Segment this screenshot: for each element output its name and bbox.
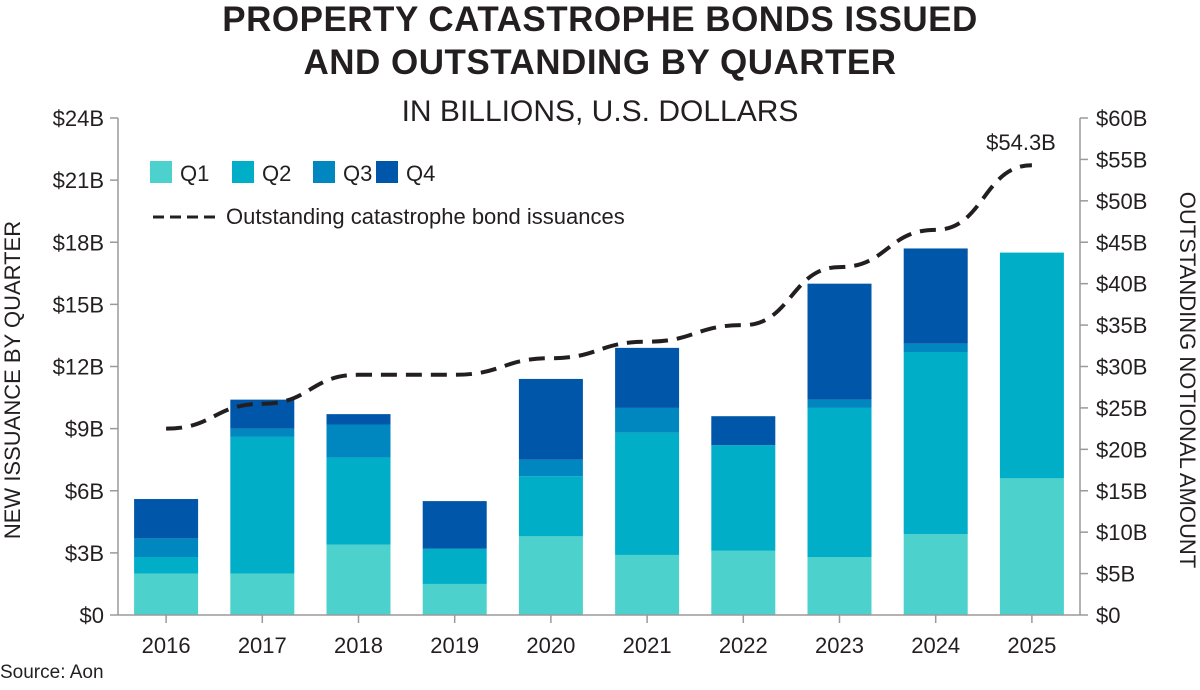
bar-2021-q3 xyxy=(615,407,680,433)
bar-2025-q2 xyxy=(999,252,1064,479)
y-right-tick-label: $45B xyxy=(1096,230,1147,255)
x-tick-label: 2019 xyxy=(430,633,479,658)
bars-group xyxy=(134,248,1064,615)
x-tick-label: 2016 xyxy=(142,633,191,658)
bar-2020-q1 xyxy=(518,536,583,615)
bar-2020-q2 xyxy=(518,476,583,537)
bar-2023-q2 xyxy=(807,407,872,558)
bar-2023-q3 xyxy=(807,399,872,408)
x-tick-label: 2020 xyxy=(526,633,575,658)
x-tick-label: 2024 xyxy=(911,633,960,658)
y-left-tick-label: $15B xyxy=(53,292,104,317)
bar-2016-q2 xyxy=(134,557,199,574)
bar-2023-q4 xyxy=(807,283,872,400)
bar-2018-q2 xyxy=(326,457,391,545)
y-right-tick-label: $30B xyxy=(1096,355,1147,380)
bar-2024-q1 xyxy=(903,534,968,615)
bar-2021-q4 xyxy=(615,347,680,408)
bar-2024-q4 xyxy=(903,248,968,344)
bar-2021-q1 xyxy=(615,554,680,615)
y-left-tick-label: $9B xyxy=(65,417,104,442)
y-right-tick-label: $25B xyxy=(1096,396,1147,421)
bar-2020-q4 xyxy=(518,378,583,460)
x-tick-label: 2021 xyxy=(623,633,672,658)
x-tick-label: 2017 xyxy=(238,633,287,658)
bar-2019-q1 xyxy=(422,583,487,615)
chart-title-line-1: PROPERTY CATASTROPHE BONDS ISSUED xyxy=(222,0,978,39)
chart-title-line-2: AND OUTSTANDING BY QUARTER xyxy=(303,43,897,82)
x-tick-label: 2023 xyxy=(815,633,864,658)
chart-subtitle: IN BILLIONS, U.S. DOLLARS xyxy=(401,95,799,128)
legend-label-q3: Q3 xyxy=(343,161,372,186)
bar-2025-q1 xyxy=(999,478,1064,615)
bar-2018-q1 xyxy=(326,544,391,615)
y-right-tick-label: $35B xyxy=(1096,313,1147,338)
legend-label-q2: Q2 xyxy=(262,161,291,186)
bar-2016-q1 xyxy=(134,573,199,615)
y-right-tick-label: $55B xyxy=(1096,147,1147,172)
y-left-tick-label: $0 xyxy=(80,603,104,628)
bar-2024-q2 xyxy=(903,352,968,535)
x-tick-label: 2022 xyxy=(719,633,768,658)
y-right-tick-label: $15B xyxy=(1096,479,1147,504)
legend-swatch-q4 xyxy=(376,161,398,183)
bar-2018-q4 xyxy=(326,414,391,425)
bar-2022-q1 xyxy=(711,550,776,615)
bar-2019-q2 xyxy=(422,548,487,584)
legend-swatch-q1 xyxy=(150,161,172,183)
bar-2016-q3 xyxy=(134,538,199,558)
bar-2022-q2 xyxy=(711,445,776,551)
x-tick-label: 2025 xyxy=(1007,633,1056,658)
y-right-tick-label: $5B xyxy=(1096,562,1135,587)
legend-label-outstanding: Outstanding catastrophe bond issuances xyxy=(226,204,625,229)
y-axis-right-title: OUTSTANDING NOTIONAL AMOUNT xyxy=(1175,192,1200,568)
bar-2017-q3 xyxy=(230,428,295,437)
y-right-tick-label: $40B xyxy=(1096,272,1147,297)
y-left-tick-label: $24B xyxy=(53,106,104,131)
y-left-tick-label: $21B xyxy=(53,168,104,193)
y-left-tick-label: $6B xyxy=(65,479,104,504)
y-right-tick-label: $50B xyxy=(1096,189,1147,214)
y-left-tick-label: $18B xyxy=(53,230,104,255)
y-right-tick-label: $20B xyxy=(1096,437,1147,462)
y-axis-left-title: NEW ISSUANCE BY QUARTER xyxy=(0,221,25,539)
bar-2019-q4 xyxy=(422,501,487,549)
bar-2022-q4 xyxy=(711,416,776,446)
legend-swatch-q3 xyxy=(313,161,335,183)
legend-swatch-q2 xyxy=(232,161,254,183)
outstanding-line xyxy=(166,163,1032,431)
legend: Q1 Q2 Q3 Q4 Outstanding catastrophe bond iss… xyxy=(150,161,625,229)
bar-2016-q4 xyxy=(134,499,199,539)
x-tick-label: 2018 xyxy=(334,633,383,658)
bar-2024-q3 xyxy=(903,343,968,353)
y-left-tick-label: $12B xyxy=(53,355,104,380)
legend-label-q4: Q4 xyxy=(406,161,435,186)
final-value-annotation: $54.3B xyxy=(986,130,1056,155)
y-right-tick-label: $0 xyxy=(1096,603,1120,628)
bar-2023-q1 xyxy=(807,557,872,615)
y-right-tick-label: $10B xyxy=(1096,520,1147,545)
y-left-tick-label: $3B xyxy=(65,541,104,566)
bar-2020-q3 xyxy=(518,459,583,477)
outstanding-line-group xyxy=(166,163,1032,431)
legend-label-q1: Q1 xyxy=(180,161,209,186)
bar-2021-q2 xyxy=(615,432,680,555)
source-note: Source: Aon xyxy=(0,662,104,683)
bar-2017-q1 xyxy=(230,573,295,615)
y-right-tick-label: $60B xyxy=(1096,106,1147,131)
axes-group: $0 $3B $6B $9B $12B $15B $18B $21B $24B $0 $5B $10B… xyxy=(53,106,1148,658)
bar-2017-q2 xyxy=(230,436,295,574)
bar-2018-q3 xyxy=(326,424,391,458)
